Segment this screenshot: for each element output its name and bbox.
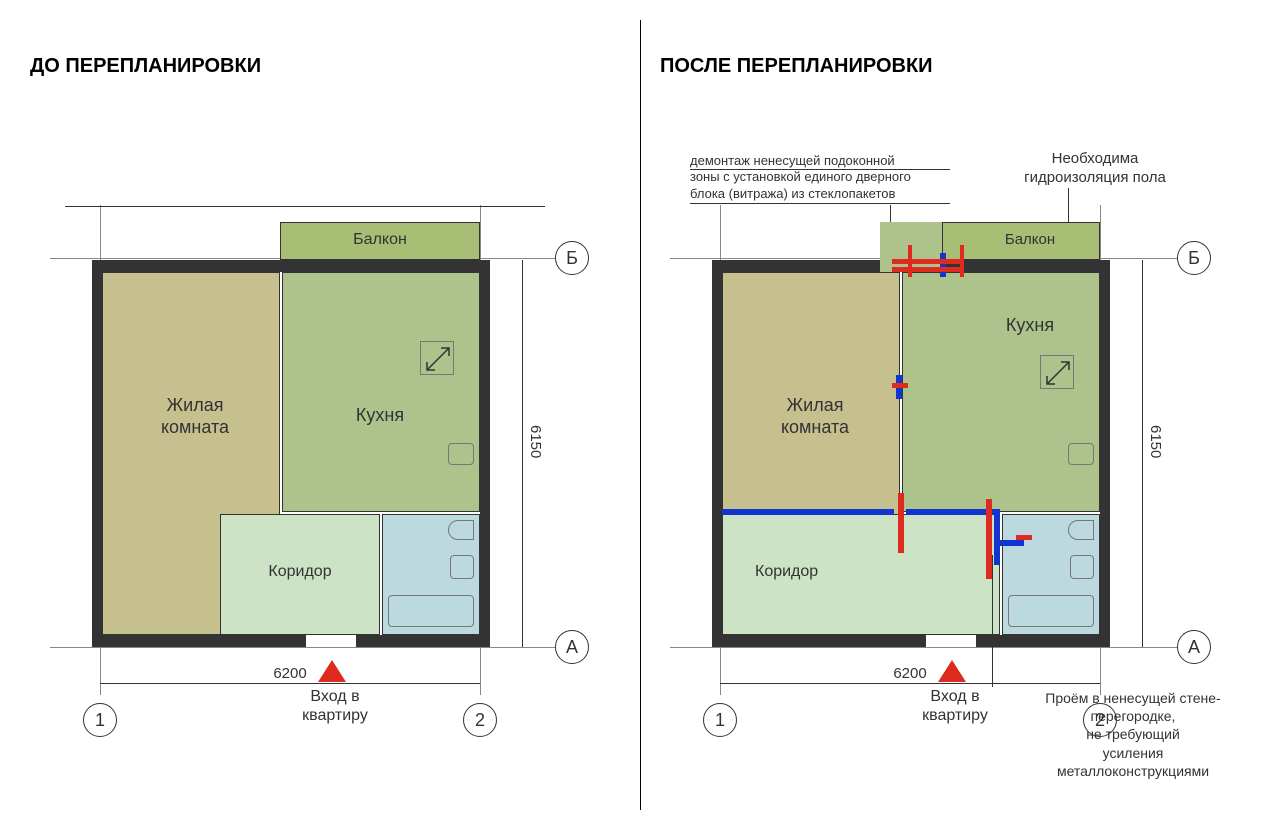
wall-bottom-2 <box>720 635 1100 647</box>
vent-icon <box>420 341 454 375</box>
change-blue-3 <box>994 509 1000 565</box>
label-living-2-2: комната <box>745 417 885 438</box>
wall-bottom <box>100 635 480 647</box>
entrance-label-2: квартиру <box>280 707 390 725</box>
change-red-8 <box>1016 535 1032 540</box>
door-opening-2 <box>926 635 976 647</box>
change-red-5 <box>892 267 962 272</box>
room-kitchen-2 <box>902 272 1100 512</box>
callout-opening-5: металлоконструкциями <box>1008 762 1258 780</box>
bathtub-icon <box>388 595 474 627</box>
entrance-label-2-2: квартиру <box>900 707 1010 725</box>
dim-line-right-2 <box>1142 260 1143 647</box>
label-balcony: Балкон <box>280 231 480 249</box>
label-kitchen: Кухня <box>310 405 450 426</box>
plan-before: ДО ПЕРЕПЛАНИРОВКИ Балкон Жилая комната К… <box>30 55 630 795</box>
ext-line-top <box>65 206 545 207</box>
vent-icon-2 <box>1040 355 1074 389</box>
callout-waterproofing-text: Необходимагидроизоляция пола <box>1024 150 1166 186</box>
label-living-2: комната <box>125 417 265 438</box>
wall-left-2 <box>712 260 722 647</box>
bathtub-icon-2 <box>1008 595 1094 627</box>
wall-right-2 <box>1100 260 1110 647</box>
change-blue-1 <box>722 509 894 515</box>
column-divider <box>640 20 641 810</box>
room-kitchen <box>282 272 480 512</box>
wall-right <box>480 260 490 647</box>
change-red-7 <box>960 245 964 277</box>
axis-b-2: Б <box>1177 241 1211 275</box>
label-living-2-1: Жилая <box>745 395 885 416</box>
callout-opening: Проём в ненесущей стене- перегородке, не… <box>1008 689 1258 780</box>
change-red-4 <box>892 259 962 264</box>
axis-1-2: 1 <box>703 703 737 737</box>
callout-opening-3: не требующий <box>1008 725 1258 743</box>
label-kitchen-2: Кухня <box>970 315 1090 336</box>
change-blue-4 <box>996 540 1024 546</box>
sink-icon <box>450 555 474 579</box>
axis-a-2: А <box>1177 630 1211 664</box>
axis-a: А <box>555 630 589 664</box>
dim-line-right <box>522 260 523 647</box>
dim-line-bottom-2 <box>720 683 1100 684</box>
label-corridor: Коридор <box>225 563 375 581</box>
dim-line-bottom <box>100 683 480 684</box>
label-balcony-2: Балкон <box>965 231 1095 248</box>
sink-icon-2 <box>1070 555 1094 579</box>
toilet-icon-2 <box>1068 520 1094 540</box>
entrance-arrow-2 <box>938 660 966 682</box>
change-blue-5 <box>940 253 946 277</box>
plan-after: ПОСЛЕ ПЕРЕПЛАНИРОВКИ демонтаж ненесущей … <box>660 55 1280 815</box>
title-after: ПОСЛЕ ПЕРЕПЛАНИРОВКИ <box>660 55 1280 78</box>
change-red-6 <box>908 245 912 277</box>
toilet-icon <box>448 520 474 540</box>
wall-top <box>100 260 480 272</box>
axis-line-a-2 <box>670 647 1195 648</box>
entrance-label-1: Вход в <box>280 688 390 706</box>
callout-waterproofing: Необходимагидроизоляция пола <box>1005 150 1185 188</box>
callout-demolition: демонтаж ненесущей подоконнойзоны с уста… <box>690 153 950 202</box>
entrance-arrow <box>318 660 346 682</box>
dim-width: 6200 <box>255 665 325 682</box>
axis-line-a <box>50 647 575 648</box>
kitchen-sink-icon <box>448 443 474 465</box>
axis-2: 2 <box>463 703 497 737</box>
axis-1: 1 <box>83 703 117 737</box>
kitchen-sink-icon-2 <box>1068 443 1094 465</box>
dim-height-2: 6150 <box>1147 425 1164 458</box>
callout-opening-1: Проём в ненесущей стене- <box>1008 689 1258 707</box>
callout-demolition-text: демонтаж ненесущей подоконнойзоны с уста… <box>690 153 911 201</box>
title-before: ДО ПЕРЕПЛАНИРОВКИ <box>30 55 630 78</box>
callout-opening-4: усиления <box>1008 744 1258 762</box>
axis-b: Б <box>555 241 589 275</box>
change-blue-2 <box>906 509 994 515</box>
door-opening <box>306 635 356 647</box>
callout-opening-2: перегородке, <box>1008 707 1258 725</box>
change-red-3 <box>892 383 908 388</box>
label-living-1: Жилая <box>125 395 265 416</box>
dim-width-2: 6200 <box>875 665 945 682</box>
dim-height: 6150 <box>527 425 544 458</box>
leader-opening <box>992 555 993 687</box>
change-red-1 <box>898 493 904 553</box>
label-corridor-2: Коридор <box>755 563 905 581</box>
entrance-label-1-2: Вход в <box>900 688 1010 706</box>
wall-left <box>92 260 102 647</box>
